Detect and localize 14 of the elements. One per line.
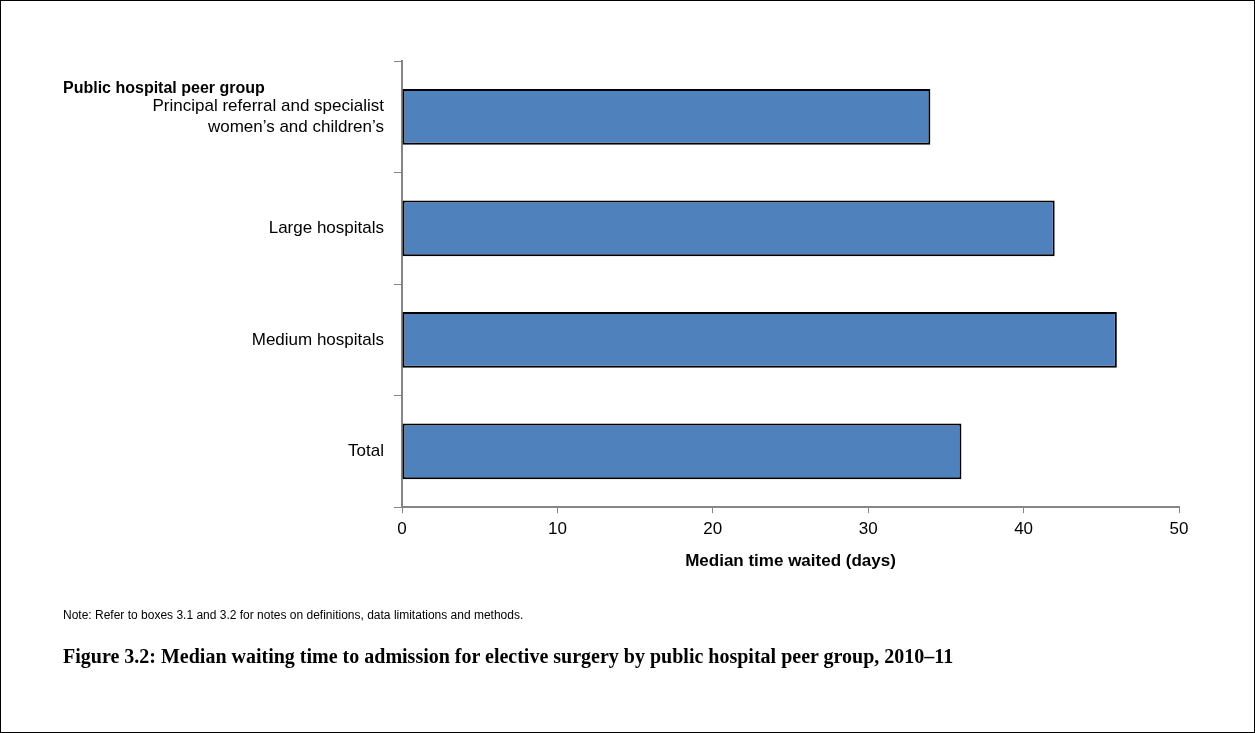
y-tick-label: Total <box>348 441 384 461</box>
x-tick-label: 50 <box>1169 519 1189 539</box>
x-tick-label: 10 <box>547 519 567 539</box>
y-tick-label: Medium hospitals <box>251 329 384 349</box>
y-axis-title: Public hospital peer group <box>63 79 265 97</box>
text: Note: Refer to boxes 3.1 and 3.2 for notes on definitions, data limitations and methods. <box>63 608 524 622</box>
x-tick-label: 0 <box>397 519 407 539</box>
text: Figure 3.2: Median waiting time to admission for elective surgery by public hospital peer group, 2010–11 <box>63 644 955 669</box>
x-axis-title: Median time waited (days) <box>685 551 896 571</box>
x-tick-label: 40 <box>1014 519 1034 539</box>
x-tick-label: 20 <box>703 519 723 539</box>
x-tick-label: 30 <box>858 519 878 539</box>
y-tick-label: Principal referral and specialist women’s and children’s <box>152 96 385 136</box>
y-tick-label: Large hospitals <box>268 218 384 238</box>
